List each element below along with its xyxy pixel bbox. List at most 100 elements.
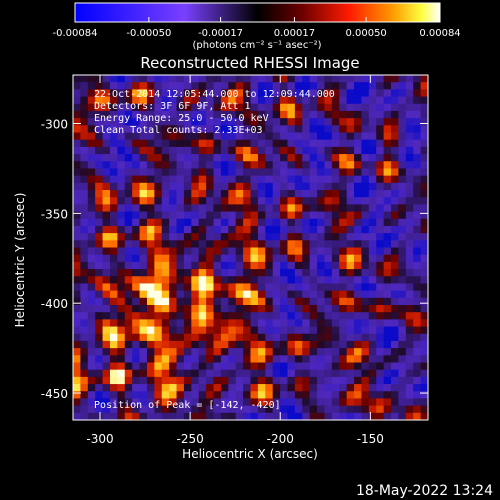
heatmap-cell xyxy=(80,218,89,227)
heatmap-cell xyxy=(235,89,244,97)
heatmap-cell xyxy=(191,154,200,162)
heatmap-cell xyxy=(87,89,96,97)
heatmap-cell xyxy=(398,333,407,342)
heatmap-cell xyxy=(117,362,126,371)
heatmap-cell xyxy=(176,355,185,363)
heatmap-cell xyxy=(272,110,281,119)
heatmap-cell xyxy=(117,412,126,420)
heatmap-cell xyxy=(272,233,281,241)
heatmap-cell xyxy=(302,355,311,363)
heatmap-cell xyxy=(346,355,355,363)
heatmap-cell xyxy=(383,139,392,148)
heatmap-cell xyxy=(117,261,126,270)
heatmap-cell xyxy=(161,276,170,284)
heatmap-cell xyxy=(169,333,177,342)
heatmap-cell xyxy=(376,154,385,162)
heatmap-cell xyxy=(398,376,407,385)
heatmap-cell xyxy=(198,161,207,169)
heatmap-cell xyxy=(220,197,229,205)
heatmap-cell xyxy=(80,132,89,141)
heatmap-cell xyxy=(361,384,370,392)
heatmap-cell xyxy=(102,305,111,313)
heatmap-cell xyxy=(235,175,244,184)
heatmap-cell xyxy=(302,412,311,420)
heatmap-cell xyxy=(95,132,103,141)
heatmap-cell xyxy=(206,384,214,392)
heatmap-cell xyxy=(220,261,229,270)
heatmap-cell xyxy=(139,391,148,399)
heatmap-cell xyxy=(420,247,428,256)
heatmap-cell xyxy=(176,146,185,155)
heatmap-cell xyxy=(391,261,399,270)
heatmap-cell xyxy=(420,233,428,241)
heatmap-cell xyxy=(243,261,251,270)
heatmap-cell xyxy=(324,355,333,363)
heatmap-cell xyxy=(213,376,222,385)
heatmap-cell xyxy=(317,139,325,148)
heatmap-cell xyxy=(220,132,229,141)
heatmap-cell xyxy=(280,333,288,342)
heatmap-cell xyxy=(361,297,370,306)
heatmap-cell xyxy=(346,405,355,414)
heatmap-cell xyxy=(420,362,428,371)
heatmap-cell xyxy=(109,218,118,227)
heatmap-cell xyxy=(87,412,96,420)
heatmap-cell xyxy=(73,225,81,234)
heatmap-cell xyxy=(183,391,192,399)
heatmap-cell xyxy=(228,261,237,270)
heatmap-cell xyxy=(339,261,348,270)
heatmap-cell xyxy=(250,319,259,327)
heatmap-cell xyxy=(124,139,133,148)
heatmap-cell xyxy=(139,103,148,112)
heatmap-cell xyxy=(361,182,370,191)
heatmap-cell xyxy=(235,139,244,148)
heatmap-cell xyxy=(405,96,414,105)
heatmap-cell xyxy=(183,168,192,177)
heatmap-cell xyxy=(398,261,407,270)
heatmap-cell xyxy=(228,110,237,119)
heatmap-cell xyxy=(146,225,155,234)
heatmap-cell xyxy=(272,312,281,320)
heatmap-cell xyxy=(102,110,111,119)
annotation-energy-range: Energy Range: 25.0 - 50.0 keV xyxy=(94,113,269,124)
heatmap-cell xyxy=(346,362,355,371)
heatmap-cell xyxy=(213,132,222,141)
heatmap-cell xyxy=(146,75,155,83)
heatmap-cell xyxy=(161,89,170,97)
heatmap-cell xyxy=(73,182,81,191)
heatmap-cell xyxy=(213,362,222,371)
colorbar-units-label: (photons cm⁻² s⁻¹ asec⁻²) xyxy=(192,40,321,51)
heatmap-cell xyxy=(302,312,311,320)
heatmap-cell xyxy=(102,146,111,155)
heatmap-cell xyxy=(243,333,251,342)
heatmap-cell xyxy=(191,305,200,313)
heatmap-cell xyxy=(287,103,296,112)
heatmap-cell xyxy=(206,269,214,277)
heatmap-cell xyxy=(250,297,259,306)
heatmap-cell xyxy=(309,161,318,169)
heatmap-cell xyxy=(183,333,192,342)
heatmap-cell xyxy=(272,297,281,306)
heatmap-cell xyxy=(361,261,370,270)
heatmap-cell xyxy=(235,290,244,299)
heatmap-cell xyxy=(198,254,207,263)
heatmap-cell xyxy=(146,103,155,112)
heatmap-cell xyxy=(198,132,207,141)
heatmap-cell xyxy=(176,197,185,205)
heatmap-cell xyxy=(287,233,296,241)
heatmap-cell xyxy=(368,168,377,177)
heatmap-cell xyxy=(213,369,222,378)
heatmap-cell xyxy=(368,405,377,414)
heatmap-cell xyxy=(139,355,148,363)
heatmap-cell xyxy=(183,175,192,184)
heatmap-cell xyxy=(220,146,229,155)
heatmap-cell xyxy=(413,391,422,399)
heatmap-cell xyxy=(272,405,281,414)
heatmap-cell xyxy=(354,190,362,198)
heatmap-cell xyxy=(132,154,140,162)
heatmap-cell xyxy=(383,369,392,378)
heatmap-cell xyxy=(220,175,229,184)
heatmap-cell xyxy=(139,175,148,184)
heatmap-cell xyxy=(102,168,111,177)
heatmap-cell xyxy=(220,240,229,248)
